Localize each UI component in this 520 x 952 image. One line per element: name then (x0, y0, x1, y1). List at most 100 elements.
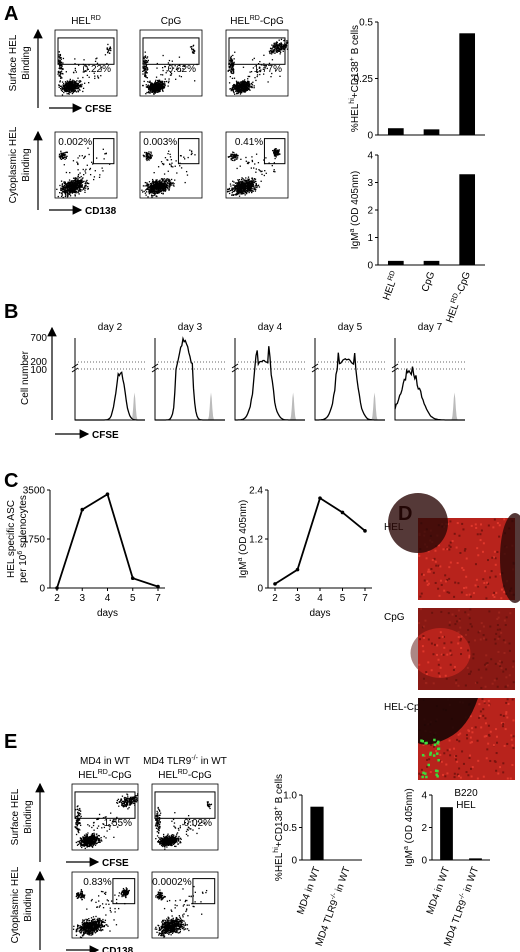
flow-dot (101, 827, 103, 829)
flow-dot (168, 835, 170, 837)
flow-dot (126, 793, 128, 795)
flow-dot (74, 816, 77, 819)
flow-dot (241, 83, 243, 85)
flow-dot (105, 152, 107, 155)
flow-dot (96, 827, 99, 829)
flow-dot (71, 81, 74, 83)
flow-dot (274, 52, 276, 54)
flow-dot (123, 802, 125, 805)
flow-dot (77, 191, 79, 194)
flow-dot (166, 180, 168, 182)
flow-dot (168, 180, 171, 183)
flow-dot (150, 152, 152, 154)
flow-dot (262, 68, 264, 70)
flow-dot (246, 184, 249, 186)
flow-dot (229, 88, 231, 90)
flow-dot (248, 187, 250, 190)
flow-dot (160, 88, 162, 90)
column-header: MD4 TLR9-/- in WT (143, 755, 227, 767)
flow-dot (166, 836, 168, 839)
flow-dot (87, 68, 89, 71)
flow-dot (63, 89, 65, 91)
flow-dot (106, 830, 108, 832)
flow-dot (130, 799, 132, 801)
flow-dot (154, 186, 156, 188)
flow-dot (73, 88, 76, 90)
flow-dot (79, 809, 81, 811)
flow-dot (63, 156, 66, 158)
flow-dot (286, 40, 288, 42)
flow-dot (156, 192, 159, 194)
flow-dot (169, 838, 171, 840)
flow-dot (230, 55, 232, 58)
flow-dot (272, 50, 274, 53)
flow-dot (162, 839, 165, 841)
flow-dot (233, 61, 235, 63)
flow-dot (175, 838, 177, 840)
flow-dot (163, 845, 165, 847)
flow-dot (267, 81, 269, 83)
flow-dot (149, 83, 152, 86)
flow-dot (64, 192, 67, 195)
flow-dot (96, 842, 98, 844)
flow-dot (75, 183, 77, 186)
flow-dot (168, 150, 170, 152)
flow-dot (77, 178, 79, 180)
flow-dot (182, 65, 185, 67)
flow-dot (241, 88, 243, 90)
flow-dot (258, 66, 261, 68)
flow-dot (251, 84, 254, 86)
flow-dot (277, 151, 279, 154)
flow-dot (252, 190, 254, 192)
flow-dot (173, 840, 175, 843)
flow-dot (96, 835, 98, 837)
flow-dot (242, 81, 244, 83)
flow-dot (163, 81, 166, 83)
flow-dot (167, 833, 169, 835)
flow-dot (145, 158, 147, 160)
flow-dot (59, 62, 61, 64)
flow-dot (158, 82, 160, 84)
flow-dot (153, 189, 156, 191)
flow-dot (233, 83, 235, 86)
flow-dot (108, 824, 110, 826)
flow-dot (231, 188, 234, 191)
flow-dot (174, 838, 177, 841)
flow-dot (254, 188, 256, 190)
flow-dot (69, 85, 72, 87)
flow-dot (78, 809, 80, 812)
flow-plot (54, 131, 118, 199)
flow-dot (143, 80, 145, 83)
flow-dot (162, 86, 165, 88)
flow-dot (64, 154, 66, 156)
flow-dot (243, 83, 245, 86)
flow-dot (240, 192, 243, 194)
flow-dot (154, 182, 156, 184)
flow-dot (249, 184, 251, 186)
flow-dot (172, 840, 175, 843)
flow-dot (80, 190, 82, 192)
flow-dot (161, 84, 163, 86)
flow-dot (276, 49, 278, 52)
flow-dot (89, 841, 92, 843)
flow-dot (108, 47, 111, 50)
flow-dot (76, 188, 79, 190)
flow-dot (89, 844, 92, 846)
flow-dot (67, 185, 70, 187)
flow-dot (146, 153, 148, 155)
flow-dot (190, 153, 193, 156)
flow-dot (80, 86, 82, 88)
flow-dot (93, 836, 95, 838)
flow-dot (159, 842, 161, 845)
flow-dot (247, 176, 250, 178)
flow-dot (88, 841, 90, 843)
flow-dot (70, 189, 72, 191)
flow-dot (86, 834, 89, 836)
flow-dot (148, 190, 151, 192)
flow-dot (236, 187, 239, 189)
flow-dot (81, 181, 83, 183)
flow-dot (240, 188, 243, 190)
flow-dot (119, 799, 122, 801)
flow-dot (145, 152, 148, 155)
flow-dot (230, 154, 232, 156)
